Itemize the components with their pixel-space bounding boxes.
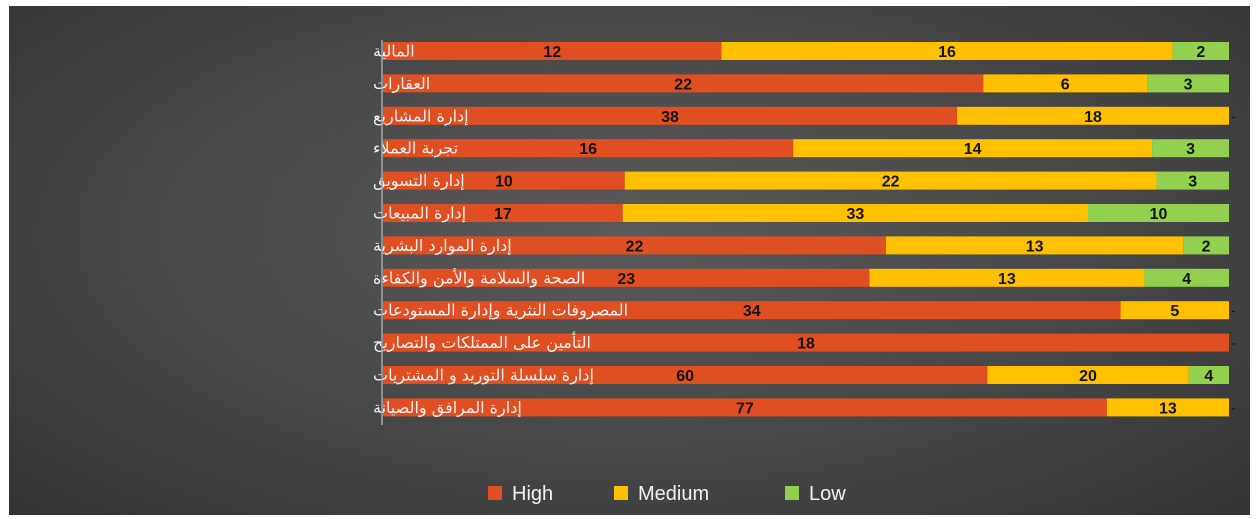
data-label-low: 3 (1188, 174, 1197, 191)
bar-segment-medium (886, 236, 1184, 255)
bar-segment-medium (721, 42, 1173, 60)
bar-segment-medium (622, 204, 1088, 222)
bar-segment-high (383, 139, 794, 158)
bar-segment-low (1183, 236, 1229, 255)
bar-segment-high (383, 42, 722, 60)
bar-segment-medium (793, 139, 1153, 158)
data-label-low: 4 (1182, 271, 1191, 288)
category-label: تجربة العملاء (373, 139, 458, 159)
data-label-medium: 22 (882, 174, 900, 191)
data-label-low: 3 (1186, 141, 1195, 158)
data-label-low: 10 (1150, 206, 1168, 223)
legend: High Medium Low (488, 483, 846, 505)
bar-segment-low (1152, 139, 1229, 158)
zero-value-label: - (1231, 302, 1236, 318)
bar-segment-low (1156, 171, 1229, 190)
bar-segment-low (1188, 366, 1229, 384)
category-label: الصحة والسلامة والأمن والكفاءة (373, 267, 585, 288)
bar-segment-low (1147, 74, 1229, 93)
bar-segment-medium (1106, 398, 1229, 417)
data-label-medium: 14 (964, 141, 982, 158)
category-label: إدارة المرافق والصيانة (373, 398, 522, 418)
data-label-medium: 33 (846, 206, 864, 223)
category-label: إدارة المشاريع (373, 106, 469, 126)
category-label: إدارة المبيعات (373, 204, 466, 224)
data-label-medium: 13 (1159, 400, 1177, 417)
data-label-low: 4 (1204, 368, 1213, 385)
legend-label-low: Low (809, 483, 846, 505)
bar-segment-medium (624, 171, 1157, 190)
bar-segment-medium (1120, 301, 1229, 320)
data-label-medium: 5 (1170, 303, 1179, 320)
data-label-medium: 13 (998, 271, 1016, 288)
data-label-low: 3 (1184, 76, 1193, 93)
data-label-high: 18 (797, 336, 815, 353)
bar-segment-high (383, 301, 1121, 320)
bar-segment-high (383, 204, 623, 222)
bar-segment-high (383, 106, 958, 125)
category-label: إدارة التسويق (373, 171, 465, 191)
bar-segment-medium (869, 268, 1145, 287)
bar-segment-high (383, 268, 870, 287)
data-label-medium: 6 (1061, 76, 1070, 93)
bar-segment-high (383, 236, 887, 255)
data-label-high: 16 (579, 141, 597, 158)
zero-value-label: - (1231, 399, 1236, 415)
category-label: إدارة الموارد البشرية (373, 236, 512, 256)
data-label-low: 2 (1196, 44, 1205, 61)
stacked-bar-chart: المالية 12 16 2 العقارات 22 6 3 إدارة المشاريع 38… (373, 40, 1236, 505)
category-label: المصروفات النثرية وإدارة المستودعات (373, 301, 628, 321)
bar-segment-medium (957, 106, 1229, 125)
bar-segment-low (1172, 42, 1229, 60)
legend-swatch-low (785, 486, 799, 500)
data-label-high: 60 (676, 368, 694, 385)
data-label-medium: 18 (1084, 109, 1102, 126)
data-label-medium: 13 (1026, 238, 1044, 255)
bar-segment-medium (983, 74, 1148, 93)
bar-segment-high (383, 171, 625, 190)
bar-segment-high (383, 366, 988, 384)
zero-value-label: - (1231, 108, 1236, 124)
data-label-high: 23 (617, 271, 635, 288)
data-label-high: 12 (543, 44, 561, 61)
zero-value-label: - (1231, 335, 1236, 351)
legend-swatch-medium (614, 486, 628, 500)
bars-layer (383, 42, 1229, 417)
bar-segment-high (383, 333, 1229, 352)
data-label-high: 77 (736, 400, 754, 417)
data-label-high: 22 (626, 238, 644, 255)
chart-area: المالية 12 16 2 العقارات 22 6 3 إدارة المشاريع 38… (9, 6, 1250, 515)
category-label: المالية (373, 42, 415, 61)
bar-segment-medium (987, 366, 1189, 384)
data-label-high: 34 (743, 303, 761, 320)
data-label-low: 2 (1202, 238, 1211, 255)
data-label-high: 10 (495, 174, 513, 191)
bar-segment-low (1144, 268, 1229, 287)
data-label-high: 17 (494, 206, 512, 223)
bar-segment-high (383, 398, 1107, 417)
data-label-medium: 16 (938, 44, 956, 61)
legend-label-medium: Medium (638, 483, 709, 505)
category-label: إدارة سلسلة التوريد و المشتريات (373, 366, 594, 386)
labels-layer: المالية 12 16 2 العقارات 22 6 3 إدارة المشاريع 38… (373, 42, 1236, 418)
data-label-high: 38 (661, 109, 679, 126)
legend-label-high: High (512, 483, 553, 505)
category-label: العقارات (373, 74, 430, 94)
bar-segment-high (383, 74, 984, 93)
legend-swatch-high (488, 486, 502, 500)
bar-segment-low (1088, 204, 1229, 222)
category-label: التأمين على الممتلكات والتصاريح (373, 331, 591, 353)
data-label-medium: 20 (1079, 368, 1097, 385)
data-label-high: 22 (674, 76, 692, 93)
